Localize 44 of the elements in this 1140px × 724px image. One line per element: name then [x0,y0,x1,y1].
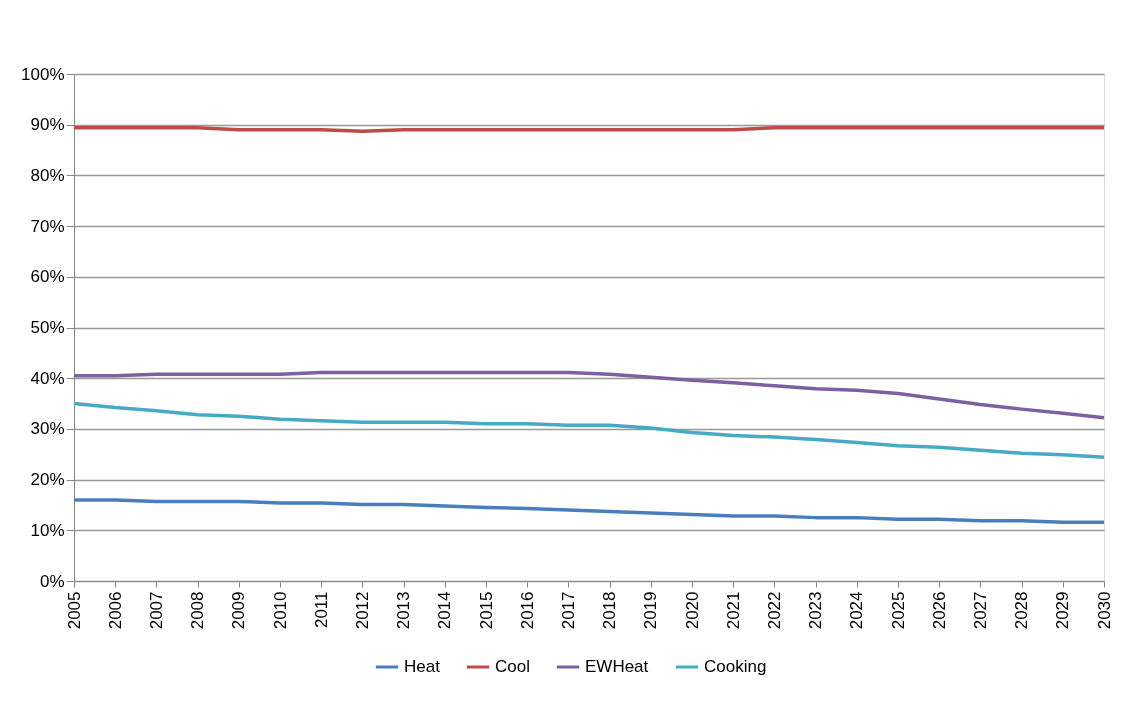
y-tick-label: 80% [30,165,65,185]
x-tick-label: 2011 [311,591,331,629]
x-tick-label: 2015 [476,591,496,630]
y-tick-label: 70% [30,216,65,236]
x-tick-label: 2012 [352,591,372,630]
legend-label: Cooking [704,657,767,676]
line-series [72,498,1106,524]
y-tick-label: 40% [30,368,65,388]
x-tick-label: 2017 [558,591,578,630]
x-tick-label: 2030 [1094,591,1114,630]
x-tick-label: 2008 [188,591,208,630]
x-tick-label: 2013 [394,591,414,630]
x-tick-label: 2007 [146,591,166,630]
x-tick-label: 2014 [435,591,455,630]
legend-label: Heat [404,657,441,676]
x-tick-label: 2005 [64,591,84,630]
x-tick-label: 2021 [723,591,743,630]
x-tick-label: 2019 [641,591,661,630]
x-tick-label: 2026 [929,591,949,630]
x-tick-label: 2029 [1053,591,1073,630]
x-tick-label: 2018 [600,591,620,630]
x-tick-label: 2028 [1012,591,1032,630]
line-series [72,401,1106,460]
x-tick-label: 2023 [806,591,826,630]
x-tick-label: 2025 [888,591,908,630]
y-tick-label: 100% [21,64,65,84]
x-tick-label: 2027 [970,591,990,630]
y-tick-label: 60% [30,267,65,287]
x-tick-label: 2016 [517,591,537,630]
legend-label: Cool [495,657,530,676]
x-tick-label: 2009 [229,591,249,630]
x-tick-label: 2024 [847,591,867,630]
line-series [72,370,1106,420]
x-tick-label: 2010 [270,591,290,630]
y-tick-label: 90% [30,115,65,135]
y-tick-label: 20% [30,470,65,490]
y-tick-label: 10% [30,520,65,540]
legend-label: EWHeat [585,657,649,676]
y-tick-label: 0% [39,571,65,591]
y-tick-label: 30% [30,419,65,439]
x-tick-label: 2020 [682,591,702,630]
y-tick-label: 50% [30,318,65,337]
x-tick-label: 2006 [105,591,125,630]
x-tick-label: 2022 [764,591,784,630]
